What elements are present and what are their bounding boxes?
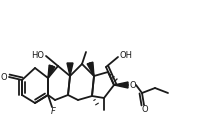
Polygon shape [114, 82, 128, 88]
Polygon shape [48, 65, 55, 78]
Text: O: O [130, 81, 136, 89]
Text: O: O [1, 73, 7, 83]
Polygon shape [67, 63, 73, 76]
Polygon shape [87, 62, 94, 76]
Text: OH: OH [119, 51, 132, 60]
Text: O: O [142, 105, 148, 115]
Text: F: F [51, 108, 56, 116]
Text: HO: HO [32, 51, 44, 60]
